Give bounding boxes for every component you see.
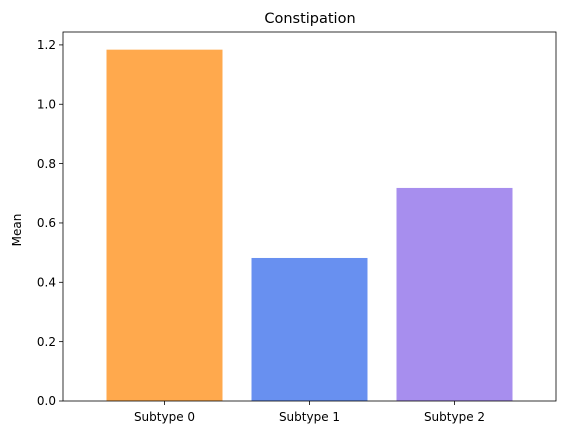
bar-subtype-0 [106, 49, 223, 401]
y-tick-label: 0.0 [37, 394, 56, 408]
y-tick-label: 1.0 [37, 97, 56, 111]
y-axis-label: Mean [10, 214, 24, 247]
bar-subtype-1 [251, 257, 368, 401]
x-tick-label: Subtype 1 [279, 410, 340, 424]
y-tick-label: 0.8 [37, 157, 56, 171]
y-tick-label: 0.6 [37, 216, 56, 230]
chart-title: Constipation [264, 11, 355, 27]
axes-frame [62, 31, 557, 402]
y-tick-label: 0.2 [37, 335, 56, 349]
bar-subtype-2 [396, 187, 513, 401]
x-tick-label: Subtype 0 [134, 410, 195, 424]
plot-area: Subtype 0 Subtype 1 Subtype 2 0.0 0.2 0.4 0.6 0… [37, 31, 557, 424]
x-tick-label: Subtype 2 [424, 410, 485, 424]
y-tick-label: 0.4 [37, 276, 56, 290]
y-tick-label: 1.2 [37, 38, 56, 52]
